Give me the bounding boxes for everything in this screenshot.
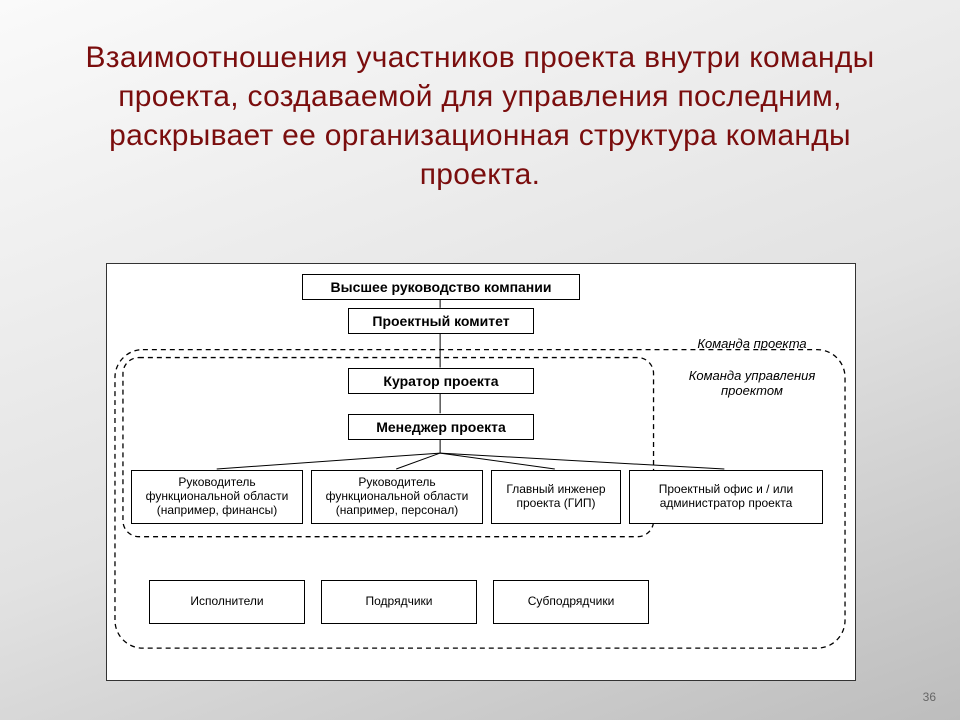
node-top_mgmt: Высшее руководство компании (302, 274, 580, 300)
edge-fan-pmo (440, 453, 724, 469)
node-chief_eng: Главный инженер проекта (ГИП) (491, 470, 621, 524)
node-subcontractors: Субподрядчики (493, 580, 649, 624)
slide: Взаимоотношения участников проекта внутр… (0, 0, 960, 720)
org-chart-diagram: Высшее руководство компании Проектный ком… (106, 263, 856, 681)
node-proj_committee: Проектный комитет (348, 308, 534, 334)
edge-fan-chief_eng (440, 453, 555, 469)
node-contractors: Подрядчики (321, 580, 477, 624)
label-team_label: Команда проекта (667, 336, 837, 351)
slide-title: Взаимоотношения участников проекта внутр… (60, 38, 900, 194)
node-func_fin: Руководитель функциональной области (нап… (131, 470, 303, 524)
node-pmo: Проектный офис и / или администратор про… (629, 470, 823, 524)
label-mgmt_team_label: Команда управления проектом (667, 368, 837, 398)
node-manager: Менеджер проекта (348, 414, 534, 440)
node-func_hr: Руководитель функциональной области (нап… (311, 470, 483, 524)
page-number: 36 (923, 690, 936, 704)
node-performers: Исполнители (149, 580, 305, 624)
node-curator: Куратор проекта (348, 368, 534, 394)
edge-fan-func_fin (217, 453, 440, 469)
